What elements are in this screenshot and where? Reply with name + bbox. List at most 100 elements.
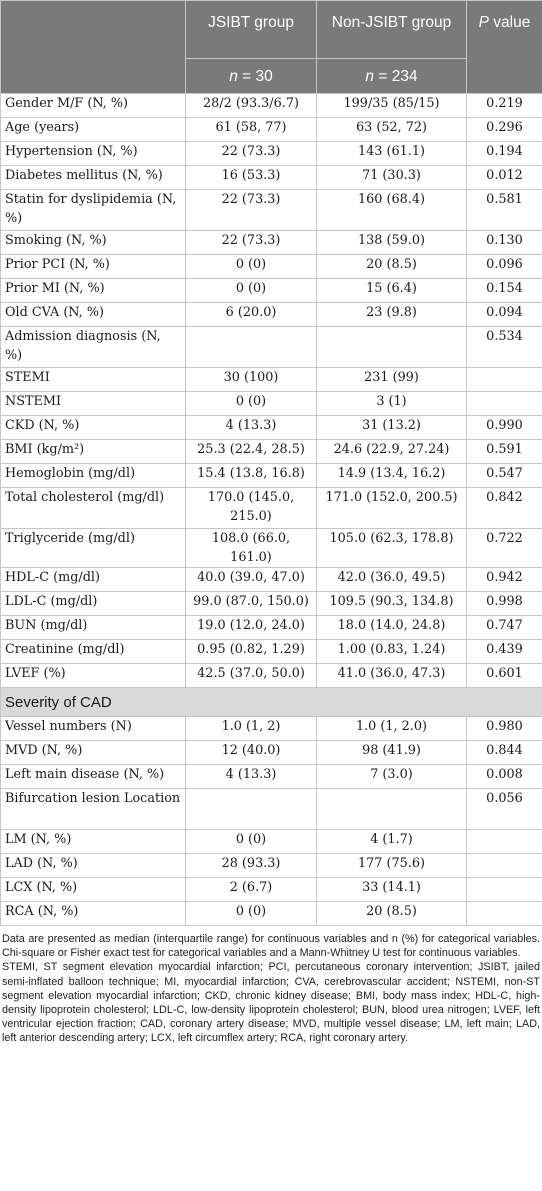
header-blank: [0, 0, 186, 94]
cell-p-value: [466, 367, 542, 392]
row-label: LCX (N, %): [0, 877, 186, 902]
cell-p-value: 0.194: [466, 141, 542, 166]
header-jsibt: JSIBT group: [185, 0, 317, 59]
cell-jsibt: 42.5 (37.0, 50.0): [185, 663, 317, 688]
cell-non-jsibt: 3 (1): [316, 391, 467, 416]
cell-non-jsibt: 24.6 (22.9, 27.24): [316, 439, 467, 464]
cell-jsibt: 0 (0): [185, 901, 317, 926]
row-label: Total cholesterol (mg/dl): [0, 487, 186, 529]
row-label: LVEF (%): [0, 663, 186, 688]
row-label: LM (N, %): [0, 829, 186, 854]
cell-jsibt: 108.0 (66.0, 161.0): [185, 528, 317, 568]
cell-non-jsibt: 41.0 (36.0, 47.3): [316, 663, 467, 688]
header-non-jsibt: Non-JSIBT group: [316, 0, 467, 59]
cell-jsibt: 22 (73.3): [185, 189, 317, 231]
cell-p-value: [466, 829, 542, 854]
cell-p-value: 0.534: [466, 326, 542, 368]
cell-jsibt: 19.0 (12.0, 24.0): [185, 615, 317, 640]
row-label: Statin for dyslipidemia (N, %): [0, 189, 186, 231]
cell-non-jsibt: 199/35 (85/15): [316, 93, 467, 118]
row-label: RCA (N, %): [0, 901, 186, 926]
cell-jsibt: 0.95 (0.82, 1.29): [185, 639, 317, 664]
section-header: Severity of CAD: [0, 687, 542, 717]
cell-non-jsibt: 138 (59.0): [316, 230, 467, 255]
cell-non-jsibt: 1.00 (0.83, 1.24): [316, 639, 467, 664]
cell-jsibt: 6 (20.0): [185, 302, 317, 327]
table-row: LAD (N, %) 28 (93.3) 177 (75.6): [0, 853, 542, 878]
table-row: NSTEMI 0 (0) 3 (1): [0, 391, 542, 416]
cell-p-value: [466, 853, 542, 878]
table-row: LM (N, %) 0 (0) 4 (1.7): [0, 829, 542, 854]
row-label: MVD (N, %): [0, 740, 186, 765]
cell-jsibt: 0 (0): [185, 278, 317, 303]
cell-p-value: 0.219: [466, 93, 542, 118]
cell-non-jsibt: 63 (52, 72): [316, 117, 467, 142]
cell-jsibt: 22 (73.3): [185, 141, 317, 166]
row-label: HDL-C (mg/dl): [0, 567, 186, 592]
footnote-abbreviations: STEMI, ST segment elevation myocardial i…: [2, 961, 540, 1045]
cell-jsibt: 16 (53.3): [185, 165, 317, 190]
row-label: Triglyceride (mg/dl): [0, 528, 186, 568]
cell-p-value: 0.581: [466, 189, 542, 231]
cell-non-jsibt: 33 (14.1): [316, 877, 467, 902]
cell-non-jsibt: 31 (13.2): [316, 415, 467, 440]
cell-non-jsibt: 14.9 (13.4, 16.2): [316, 463, 467, 488]
table-row: Prior PCI (N, %) 0 (0) 20 (8.5) 0.096: [0, 254, 542, 279]
cell-jsibt: [185, 326, 317, 368]
table-row: LCX (N, %) 2 (6.7) 33 (14.1): [0, 877, 542, 902]
cell-p-value: 0.842: [466, 487, 542, 529]
table-row: Hypertension (N, %) 22 (73.3) 143 (61.1) 0.…: [0, 141, 542, 166]
cell-p-value: 0.722: [466, 528, 542, 568]
cell-jsibt: 30 (100): [185, 367, 317, 392]
row-label: Creatinine (mg/dl): [0, 639, 186, 664]
row-label: Prior MI (N, %): [0, 278, 186, 303]
cell-p-value: 0.096: [466, 254, 542, 279]
table-row: MVD (N, %) 12 (40.0) 98 (41.9) 0.844: [0, 740, 542, 765]
cell-jsibt: 22 (73.3): [185, 230, 317, 255]
cell-p-value: 0.747: [466, 615, 542, 640]
table-row: LDL-C (mg/dl) 99.0 (87.0, 150.0) 109.5 (90…: [0, 591, 542, 616]
header-p-value: P value: [466, 0, 542, 94]
table-row: Total cholesterol (mg/dl) 170.0 (145.0, 2…: [0, 487, 542, 529]
footnote-methods: Data are presented as median (interquart…: [2, 933, 540, 960]
cell-jsibt: 25.3 (22.4, 28.5): [185, 439, 317, 464]
p-italic: P: [478, 14, 489, 31]
row-label: Old CVA (N, %): [0, 302, 186, 327]
cell-non-jsibt: 109.5 (90.3, 134.8): [316, 591, 467, 616]
cell-p-value: [466, 901, 542, 926]
cell-p-value: [466, 877, 542, 902]
cell-p-value: 0.012: [466, 165, 542, 190]
table-body-severity: Vessel numbers (N) 1.0 (1, 2) 1.0 (1, 2.0)…: [0, 716, 542, 926]
table-row: Left main disease (N, %) 4 (13.3) 7 (3.0) 0…: [0, 764, 542, 789]
table-row: Creatinine (mg/dl) 0.95 (0.82, 1.29) 1.00 …: [0, 639, 542, 664]
cell-p-value: 0.439: [466, 639, 542, 664]
cell-jsibt: 4 (13.3): [185, 415, 317, 440]
cell-non-jsibt: 20 (8.5): [316, 901, 467, 926]
cell-non-jsibt: 231 (99): [316, 367, 467, 392]
cell-non-jsibt: 177 (75.6): [316, 853, 467, 878]
row-label: Hemoglobin (mg/dl): [0, 463, 186, 488]
row-label: STEMI: [0, 367, 186, 392]
cell-jsibt: [185, 788, 317, 830]
cell-p-value: 0.094: [466, 302, 542, 327]
table-row: Diabetes mellitus (N, %) 16 (53.3) 71 (30.…: [0, 165, 542, 190]
cell-non-jsibt: 171.0 (152.0, 200.5): [316, 487, 467, 529]
header-n-jsibt: n = 30: [185, 58, 317, 94]
cell-non-jsibt: 1.0 (1, 2.0): [316, 716, 467, 741]
table-row: Vessel numbers (N) 1.0 (1, 2) 1.0 (1, 2.0)…: [0, 716, 542, 741]
cell-non-jsibt: 143 (61.1): [316, 141, 467, 166]
row-label: Hypertension (N, %): [0, 141, 186, 166]
table-body-characteristics: Gender M/F (N, %) 28/2 (93.3/6.7) 199/35 (…: [0, 93, 542, 688]
table-row: Hemoglobin (mg/dl) 15.4 (13.8, 16.8) 14.9 …: [0, 463, 542, 488]
table-row: Old CVA (N, %) 6 (20.0) 23 (9.8) 0.094: [0, 302, 542, 327]
cell-jsibt: 61 (58, 77): [185, 117, 317, 142]
table-row: Prior MI (N, %) 0 (0) 15 (6.4) 0.154: [0, 278, 542, 303]
cell-non-jsibt: [316, 326, 467, 368]
row-label: BUN (mg/dl): [0, 615, 186, 640]
p-rest: value: [488, 14, 531, 31]
table-row: RCA (N, %) 0 (0) 20 (8.5): [0, 901, 542, 926]
cell-non-jsibt: 160 (68.4): [316, 189, 467, 231]
row-label: LAD (N, %): [0, 853, 186, 878]
cell-jsibt: 15.4 (13.8, 16.8): [185, 463, 317, 488]
cell-non-jsibt: 18.0 (14.0, 24.8): [316, 615, 467, 640]
